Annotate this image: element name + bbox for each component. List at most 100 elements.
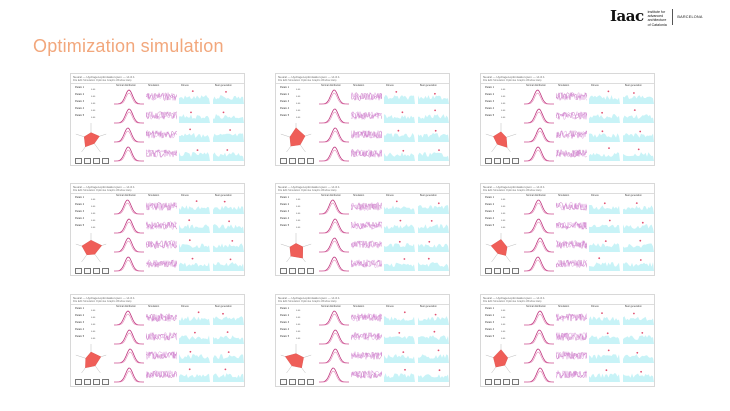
control-button[interactable] (494, 268, 501, 274)
best-generation-plot (623, 202, 654, 214)
simulation-plot (146, 370, 177, 379)
control-button[interactable] (75, 268, 82, 274)
control-button[interactable] (307, 158, 314, 164)
control-button[interactable] (93, 158, 100, 164)
menu-bar: File Edit Simulation Optimise Graphs Win… (73, 79, 132, 82)
window-title: Neural — Hydrogel-optimisation.json — v1… (483, 296, 545, 300)
parameter-value: 0.00 (91, 323, 96, 326)
column-header: Best generation (420, 194, 437, 197)
control-button[interactable] (75, 158, 82, 164)
distribution-curve (524, 310, 554, 326)
menu-bar: File Edit Simulation Optimise Graphs Win… (278, 300, 337, 303)
title-divider (276, 193, 449, 194)
control-button[interactable] (102, 158, 109, 164)
window-title: Neural — Hydrogel-optimisation.json — v1… (73, 185, 135, 189)
simulation-plot (556, 239, 587, 250)
simulation-plot (556, 369, 587, 380)
fitness-plot (384, 111, 415, 123)
parameter-value: 0.00 (296, 205, 301, 208)
control-button[interactable] (298, 268, 305, 274)
control-button[interactable] (84, 379, 91, 385)
column-header: Normal distribution (116, 305, 136, 308)
control-button[interactable] (280, 268, 287, 274)
parameter-value: 0.00 (501, 205, 506, 208)
distribution-curve (319, 310, 349, 326)
parameter-value: 0.00 (91, 219, 96, 222)
control-button[interactable] (307, 268, 314, 274)
control-button[interactable] (494, 379, 501, 385)
best-generation-plot (213, 200, 244, 214)
simulation-plot (556, 111, 587, 121)
parameter-value: 0.00 (501, 95, 506, 98)
simulation-plot (146, 259, 177, 268)
simulation-plot (351, 91, 382, 102)
best-generation-plot (623, 239, 654, 252)
best-generation-plot (213, 331, 244, 344)
menu-bar: File Edit Simulation Optimise Graphs Win… (483, 189, 542, 192)
control-button[interactable] (503, 158, 510, 164)
window-title: Neural — Hydrogel-optimisation.json — v1… (73, 296, 135, 300)
column-header: Best generation (420, 84, 437, 87)
control-button[interactable] (84, 268, 91, 274)
control-button[interactable] (102, 379, 109, 385)
parameter-value: 0.00 (296, 323, 301, 326)
column-header: Normal distribution (321, 194, 341, 197)
fitness-plot (384, 129, 415, 142)
control-button[interactable] (494, 158, 501, 164)
parameter-label: Param 1 (280, 196, 290, 199)
parameter-label: Param 3 (485, 210, 495, 213)
parameter-value: 0.00 (91, 198, 96, 201)
simulation-plot (146, 240, 177, 250)
column-header: Best generation (625, 305, 642, 308)
control-button[interactable] (503, 379, 510, 385)
parameter-label: Param 5 (485, 335, 495, 338)
radar-chart (75, 233, 107, 263)
menu-bar: File Edit Simulation Optimise Graphs Win… (278, 79, 337, 82)
simulation-screenshot: Neural — Hydrogel-optimisation.json — v1… (275, 73, 450, 166)
parameter-value: 0.00 (296, 102, 301, 105)
control-button[interactable] (485, 379, 492, 385)
control-button[interactable] (307, 379, 314, 385)
parameter-label: Param 3 (485, 100, 495, 103)
control-button[interactable] (298, 379, 305, 385)
control-button[interactable] (503, 268, 510, 274)
control-button[interactable] (289, 158, 296, 164)
control-button[interactable] (298, 158, 305, 164)
distribution-curve (114, 127, 144, 143)
control-button[interactable] (512, 158, 519, 164)
control-button[interactable] (75, 379, 82, 385)
control-button[interactable] (280, 158, 287, 164)
radar-chart (280, 123, 312, 153)
parameter-label: Param 4 (75, 217, 85, 220)
radar-chart (485, 344, 517, 374)
control-button[interactable] (485, 268, 492, 274)
control-button[interactable] (93, 379, 100, 385)
parameter-value: 0.00 (501, 330, 506, 333)
parameter-label: Param 5 (75, 114, 85, 117)
parameter-label: Param 5 (280, 114, 290, 117)
fitness-plot (179, 350, 210, 363)
fitness-plot (179, 111, 210, 123)
control-button[interactable] (485, 158, 492, 164)
column-header: Simulation (148, 194, 160, 197)
control-button[interactable] (512, 379, 519, 385)
fitness-plot (179, 90, 210, 104)
control-button[interactable] (289, 379, 296, 385)
control-button[interactable] (93, 268, 100, 274)
simulation-plot (556, 221, 587, 230)
column-header: Simulation (148, 305, 160, 308)
column-header: Fitness (386, 194, 394, 197)
control-button[interactable] (280, 379, 287, 385)
parameter-value: 0.00 (501, 337, 506, 340)
control-button[interactable] (84, 158, 91, 164)
column-header: Best generation (420, 305, 437, 308)
best-generation-plot (418, 129, 449, 142)
control-button[interactable] (102, 268, 109, 274)
radar-polygon (83, 132, 100, 148)
control-button[interactable] (512, 268, 519, 274)
column-header: Normal distribution (116, 84, 136, 87)
control-button[interactable] (289, 268, 296, 274)
parameter-label: Param 4 (280, 107, 290, 110)
distribution-curve (114, 367, 144, 383)
distribution-curve (524, 218, 554, 234)
